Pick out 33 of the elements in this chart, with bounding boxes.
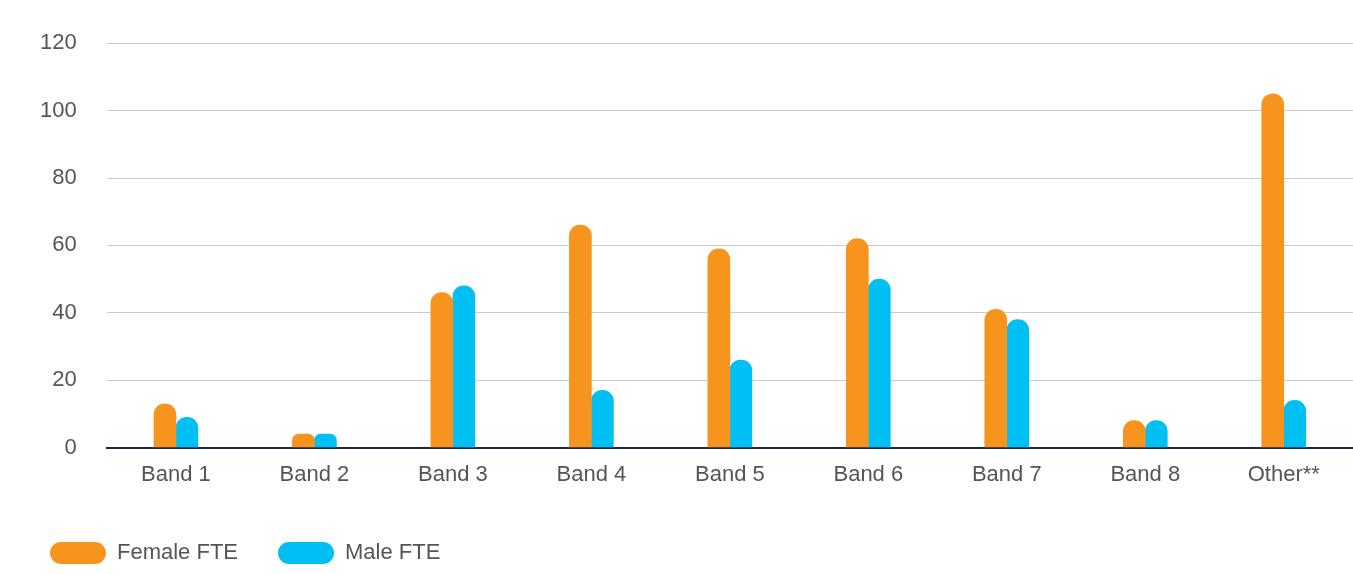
legend-label: Female FTE [117,539,239,565]
legend-label: Male FTE [345,539,441,565]
bar [729,359,753,448]
bar [153,403,177,448]
bar [707,248,731,448]
y-tick-label: 40 [52,298,77,324]
x-tick-label: Band 4 [556,460,627,486]
y-tick-label: 120 [39,29,77,55]
bar [569,224,592,448]
x-tick-label: Band 6 [833,460,904,486]
bar [591,389,614,448]
x-tick-label: Band 5 [694,460,765,486]
x-tick-label: Band 7 [971,460,1042,486]
bar [1283,400,1307,448]
bar [868,278,891,448]
bar [430,292,454,448]
bar [1006,319,1030,448]
y-tick-label: 100 [39,96,77,122]
x-tick-label: Band 3 [418,460,488,486]
y-tick-label: 80 [52,164,77,190]
y-tick-label: 0 [64,433,77,459]
bar [314,433,337,448]
x-tick-label: Band 2 [279,460,350,486]
x-tick-label: Band 8 [1110,460,1181,486]
x-tick-label: Other** [1247,460,1321,486]
x-tick-label: Band 1 [141,460,211,486]
bar [452,285,476,448]
bar [1261,93,1285,448]
bar [846,238,869,448]
y-tick-label: 20 [52,366,77,392]
bar [984,309,1008,448]
bar [292,433,315,448]
y-tick-label: 60 [52,231,77,257]
